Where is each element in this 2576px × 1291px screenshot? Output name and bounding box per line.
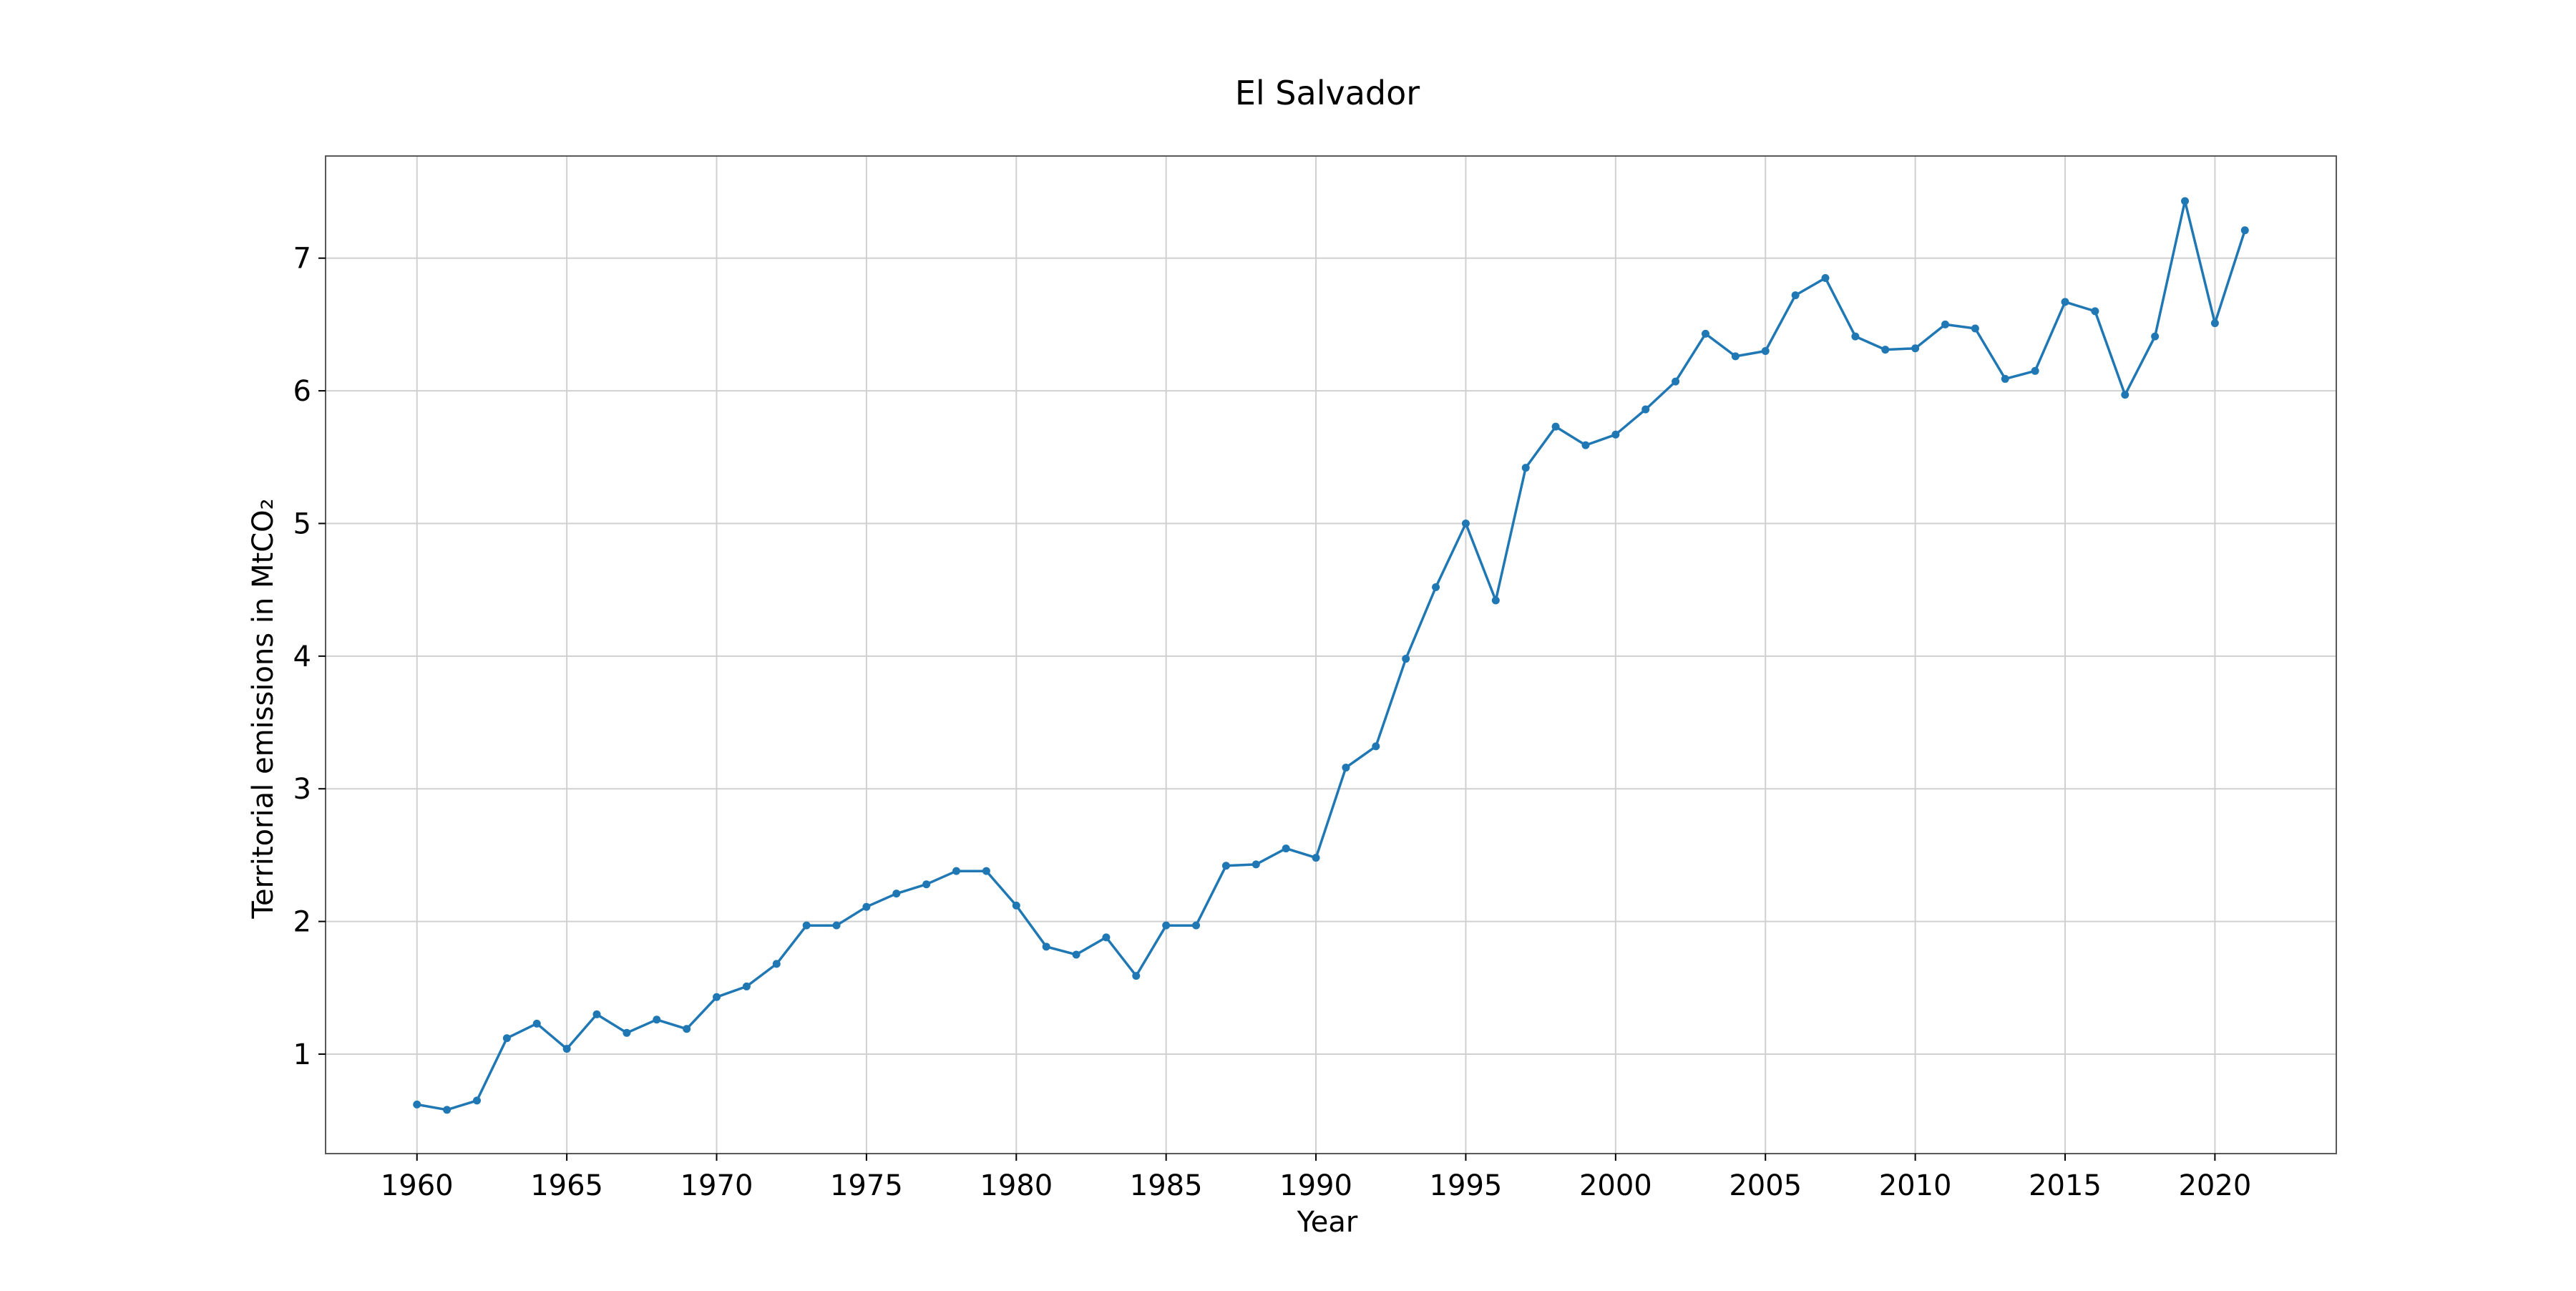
data-point (1252, 860, 1260, 869)
x-tick-label: 2020 (2178, 1169, 2251, 1202)
y-tick-label: 4 (293, 640, 311, 673)
data-point (443, 1106, 452, 1114)
data-point (1282, 844, 1290, 853)
series-group (413, 197, 2249, 1114)
data-point (862, 902, 871, 911)
data-point (2181, 197, 2190, 205)
data-point (2151, 332, 2160, 341)
axis-ticks: 1960 1965 1970 1975 1980 1985 1990 1995 2000 2005… (293, 243, 2252, 1202)
data-point (1342, 764, 1350, 772)
x-tick-label: 2010 (1879, 1169, 1952, 1202)
data-point (1521, 464, 1530, 472)
x-tick-label: 1980 (980, 1169, 1053, 1202)
data-point (2210, 319, 2219, 328)
data-point (683, 1025, 691, 1033)
x-tick-label: 1960 (381, 1169, 454, 1202)
data-point (1102, 933, 1111, 942)
data-point (1731, 352, 1740, 361)
x-tick-label: 1965 (530, 1169, 603, 1202)
data-point (832, 921, 841, 930)
data-point (653, 1015, 661, 1024)
data-point (1672, 377, 1680, 386)
y-tick-label: 6 (293, 375, 311, 408)
data-point (1641, 405, 1650, 414)
data-point (1012, 901, 1020, 910)
data-point (623, 1028, 631, 1037)
data-point (713, 993, 721, 1001)
data-point (592, 1010, 601, 1018)
data-point (952, 867, 961, 875)
data-point (982, 867, 990, 875)
data-point (1072, 950, 1080, 959)
data-point (1042, 942, 1050, 951)
data-point (1162, 921, 1171, 930)
data-point (2121, 391, 2129, 399)
data-point (1192, 921, 1201, 930)
plot-area-frame (325, 155, 2337, 1154)
x-axis-label: Year (1297, 1206, 1358, 1239)
data-point (1791, 291, 1800, 300)
data-point (892, 890, 901, 898)
data-point (2001, 374, 2009, 383)
x-tick-label: 2005 (1729, 1169, 1802, 1202)
data-point (1941, 320, 1949, 328)
x-tick-label: 1970 (680, 1169, 753, 1202)
y-tick-label: 5 (293, 507, 311, 540)
data-point (502, 1034, 511, 1043)
x-tick-label: 1995 (1430, 1169, 1503, 1202)
data-point (1761, 346, 1770, 355)
data-point (1701, 329, 1709, 338)
x-tick-label: 2000 (1579, 1169, 1652, 1202)
data-point (2091, 307, 2099, 316)
data-point (742, 982, 751, 990)
data-point (1551, 422, 1560, 431)
y-tick-label: 2 (293, 906, 311, 939)
x-tick-label: 2015 (2029, 1169, 2102, 1202)
y-tick-label: 3 (293, 773, 311, 806)
x-tick-label: 1985 (1130, 1169, 1203, 1202)
data-point (1312, 854, 1320, 862)
y-tick-label: 7 (293, 243, 311, 276)
data-point (1581, 441, 1590, 449)
data-point (1851, 332, 1860, 341)
x-tick-label: 1975 (830, 1169, 903, 1202)
x-tick-label: 1990 (1279, 1169, 1352, 1202)
data-point (1971, 324, 1979, 333)
data-point (1911, 344, 1920, 353)
data-point (1132, 972, 1141, 980)
data-point (922, 880, 931, 889)
data-point (1372, 742, 1380, 751)
data-point (2031, 366, 2039, 375)
data-point (802, 921, 811, 930)
data-point (1491, 596, 1500, 605)
y-axis-label: Territorial emissions in MtCO₂ (247, 498, 280, 919)
data-point (472, 1096, 481, 1105)
data-point (772, 960, 781, 968)
data-point (1432, 583, 1440, 591)
data-point (1461, 519, 1470, 527)
data-point (2240, 226, 2249, 235)
data-point (1611, 430, 1620, 439)
data-point (1402, 655, 1410, 663)
data-point (413, 1100, 421, 1109)
data-point (562, 1045, 571, 1053)
data-point (532, 1019, 541, 1028)
y-tick-label: 1 (293, 1038, 311, 1071)
chart-title: El Salvador (1235, 74, 1420, 112)
data-point (1821, 274, 1830, 283)
data-point (1881, 346, 1890, 354)
series-line (416, 200, 2246, 1111)
data-point (1221, 862, 1230, 870)
grid (326, 156, 2336, 1154)
data-point (2061, 298, 2069, 306)
